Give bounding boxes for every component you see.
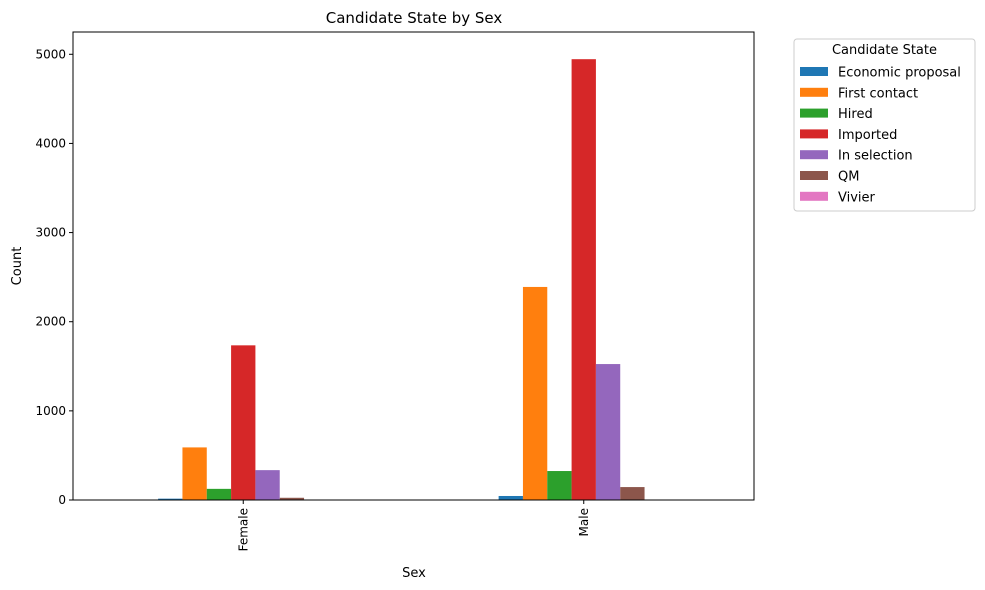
- legend-entry: QM: [838, 170, 859, 185]
- x-axis-label: Sex: [402, 566, 426, 581]
- x-tick-label: Female: [236, 508, 250, 551]
- bar: [158, 498, 183, 500]
- y-axis: 0 1000 2000 3000 4000 5000: [35, 47, 73, 507]
- legend-swatch: [800, 87, 828, 97]
- x-axis: Female Male: [236, 500, 591, 551]
- bar: [571, 59, 596, 501]
- chart-title: Candidate State by Sex: [326, 9, 503, 27]
- legend-entry: First contact: [838, 86, 918, 101]
- legend-frame: [793, 38, 976, 212]
- legend-swatch: [800, 129, 828, 139]
- legend-entry: Imported: [838, 128, 897, 143]
- y-tick-label: 0: [58, 493, 66, 507]
- legend-swatch: [800, 108, 828, 118]
- legend-swatch: [800, 191, 828, 201]
- legend-title: Candidate State: [832, 43, 937, 58]
- y-tick-label: 1000: [35, 404, 66, 418]
- legend-swatch: [800, 67, 828, 76]
- bar: [279, 497, 305, 500]
- y-axis-label: Count: [10, 247, 25, 286]
- bar: [231, 345, 256, 500]
- bar: [255, 470, 280, 500]
- y-tick-label: 5000: [35, 47, 66, 61]
- bar: [522, 286, 548, 500]
- y-tick-label: 2000: [35, 315, 66, 329]
- legend-swatch: [800, 171, 828, 180]
- y-tick-label: 3000: [35, 226, 66, 240]
- bar: [206, 488, 232, 500]
- legend-swatch: [800, 150, 828, 160]
- plot-area-frame: [72, 31, 755, 501]
- legend-entry: Economic proposal: [838, 66, 961, 81]
- bar: [498, 495, 523, 500]
- legend: Candidate State Economic proposal First c…: [793, 38, 976, 212]
- x-tick-label: Male: [577, 508, 591, 536]
- legend-entry: Hired: [838, 107, 873, 122]
- y-tick-label: 4000: [35, 136, 66, 150]
- bar: [547, 471, 572, 500]
- bars-layer: [158, 59, 669, 501]
- bar: [182, 447, 207, 500]
- legend-entry: In selection: [838, 149, 913, 164]
- legend-entry: Vivier: [838, 190, 876, 205]
- bar: [595, 364, 621, 500]
- bar: [620, 487, 645, 500]
